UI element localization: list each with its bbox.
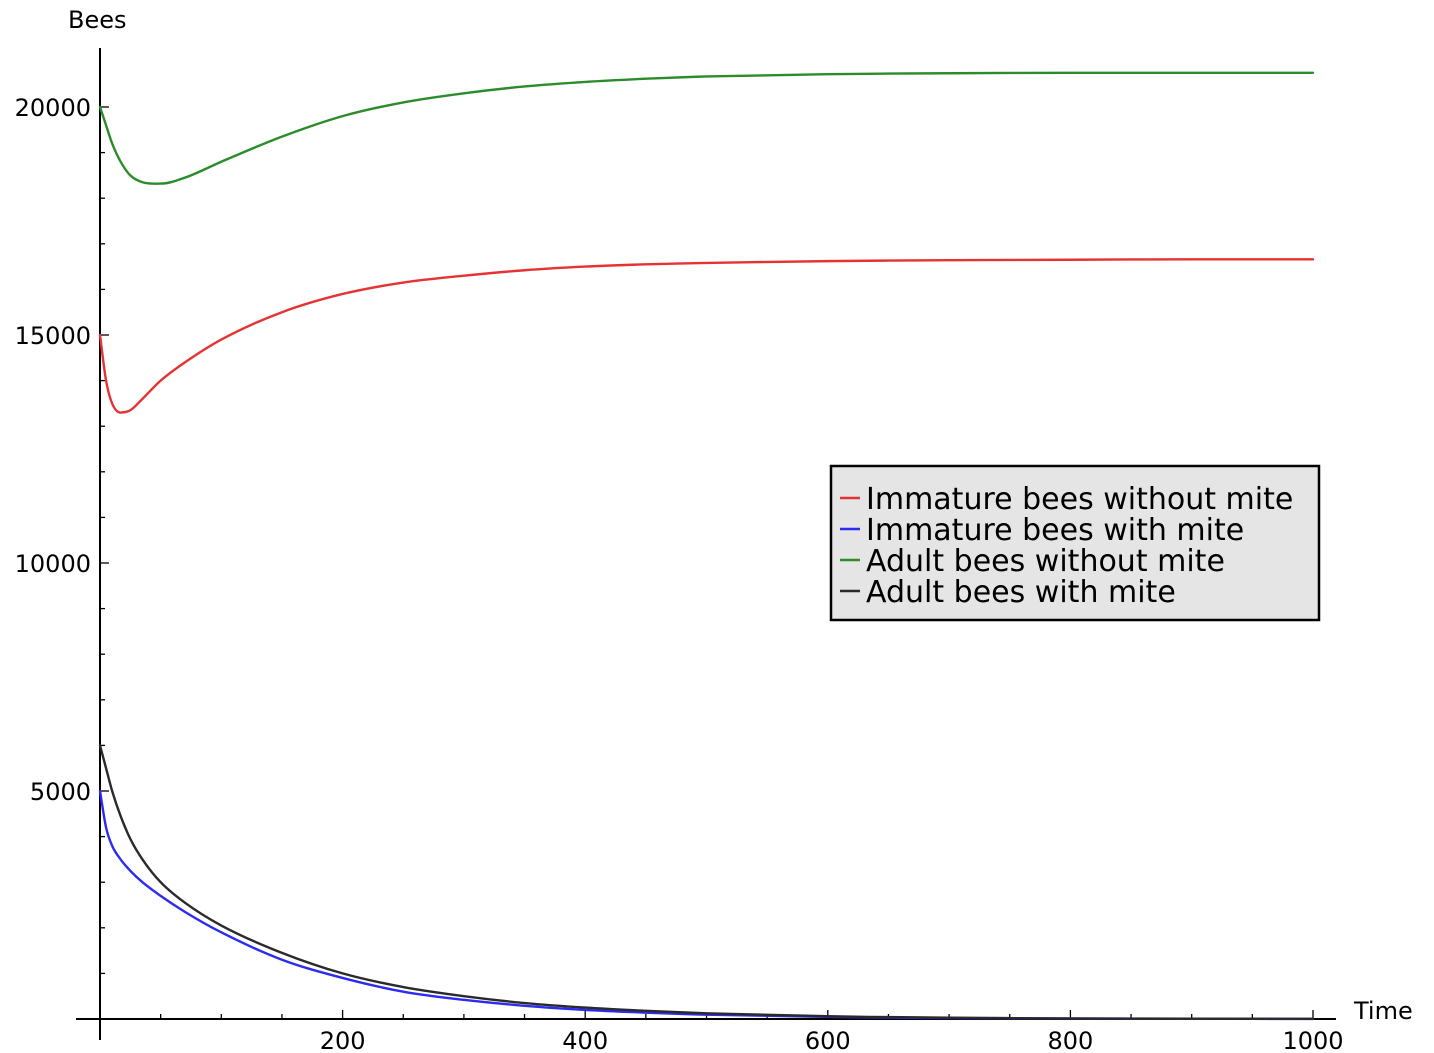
x-tick-label: 800 (1047, 1027, 1093, 1053)
y-ticks: 5000 10000 15000 20000 (15, 94, 109, 975)
y-tick-label: 20000 (15, 94, 91, 122)
legend-box (829, 464, 1321, 622)
series-line-1 (98, 258, 1315, 414)
legend-label: Adult bees with mite (866, 575, 1176, 610)
x-axis-title: Time (1353, 997, 1413, 1025)
x-ticks: 200 400 600 800 1000 (159, 1010, 1344, 1053)
y-tick-label: 15000 (15, 322, 91, 350)
y-tick-label: 5000 (30, 778, 91, 806)
legend-label: Immature bees without mite (866, 482, 1293, 517)
series-line-2 (98, 789, 1315, 1021)
axes: 200 400 600 800 1000 5000 10000 15000 20000 (15, 48, 1344, 1053)
x-tick-label: 400 (562, 1027, 608, 1053)
series-group (98, 71, 1315, 1021)
legend-label: Adult bees without mite (866, 544, 1225, 579)
legend-label: Immature bees with mite (866, 513, 1244, 548)
y-tick-label: 10000 (15, 550, 91, 578)
x-tick-label: 200 (320, 1027, 366, 1053)
x-tick-label: 600 (805, 1027, 851, 1053)
y-axis-title: Bees (68, 6, 127, 34)
series-line-4 (98, 744, 1315, 1021)
series-line-3 (98, 71, 1315, 185)
x-tick-label: 1000 (1282, 1027, 1343, 1053)
